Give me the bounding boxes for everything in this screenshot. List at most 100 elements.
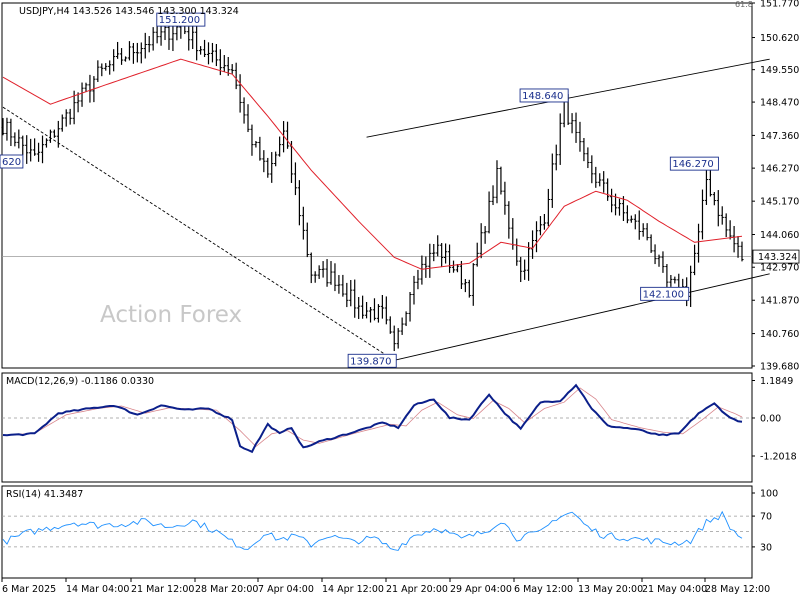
price-bar <box>48 129 53 143</box>
price-axis-label: 142.970 <box>760 263 799 274</box>
price-bar <box>135 42 139 63</box>
moving-average-line <box>2 58 743 270</box>
price-bar <box>380 295 384 319</box>
price-bar <box>127 41 132 61</box>
price-bar <box>64 109 68 127</box>
price-annotation-label: 146.270 <box>672 159 713 170</box>
price-bar <box>732 225 736 253</box>
price-bar <box>388 316 392 334</box>
price-bar <box>645 223 649 241</box>
price-bar <box>285 121 290 149</box>
macd-axis-label: -1.2018 <box>760 452 797 463</box>
macd-panel-frame <box>1 372 753 483</box>
price-bar <box>309 252 313 284</box>
price-bar <box>712 192 716 206</box>
price-axis-label: 148.470 <box>760 98 799 109</box>
price-bar <box>349 280 353 307</box>
time-axis-label: 14 Apr 12:00 <box>322 584 384 595</box>
price-axis-label: 139.680 <box>760 362 799 373</box>
price-bar <box>708 167 712 197</box>
price-bar <box>491 185 495 206</box>
price-axis-label: 150.620 <box>760 33 799 44</box>
price-bar <box>5 117 9 141</box>
price-bar <box>495 160 499 204</box>
price-annotation: 620 <box>0 154 24 169</box>
price-annotation-label: 148.640 <box>522 91 563 102</box>
price-bar <box>341 274 345 297</box>
macd-line <box>2 383 743 454</box>
price-axis-label: 140.760 <box>760 329 799 340</box>
price-annotation-label: 620 <box>2 157 21 168</box>
price-bar <box>116 41 120 59</box>
price-bar <box>36 142 41 162</box>
current-price-tag: 143.324 <box>752 249 800 264</box>
price-bar <box>625 205 629 224</box>
price-bar <box>653 244 657 265</box>
price-bar <box>740 241 744 262</box>
time-axis-label: 21 Mar 12:00 <box>131 584 194 595</box>
price-axis-label: 146.270 <box>760 164 799 175</box>
price-bar <box>436 235 440 257</box>
price-bar <box>151 27 155 51</box>
price-bar <box>104 63 108 71</box>
price-bar <box>123 56 128 62</box>
price-bar <box>60 114 64 132</box>
price-bar <box>704 167 709 205</box>
price-bar <box>337 275 341 294</box>
rsi-axis-label: 70 <box>760 512 772 523</box>
price-bar <box>479 223 483 259</box>
price-bar <box>230 64 234 74</box>
price-bar <box>198 46 203 55</box>
price-bar <box>384 296 388 325</box>
price-bar <box>689 265 693 307</box>
price-bar <box>558 113 562 165</box>
main-panel-frame <box>1 2 753 369</box>
price-axis-label: 147.360 <box>760 131 799 142</box>
price-bar <box>637 210 641 240</box>
price-bar <box>447 244 452 273</box>
price-bar <box>206 42 211 65</box>
price-bar <box>499 166 503 195</box>
price-annotation: 142.100 <box>640 286 690 301</box>
price-bar <box>404 311 408 327</box>
price-bar <box>329 261 333 285</box>
price-bar <box>724 213 728 238</box>
price-bar <box>669 275 673 287</box>
time-axis-label: 21 Apr 20:00 <box>386 584 448 595</box>
price-bar <box>428 243 432 278</box>
macd-title: MACD(12,26,9) -0.1186 0.0330 <box>6 376 154 387</box>
rsi-panel-frame <box>1 485 753 579</box>
price-bar <box>202 39 207 58</box>
price-bar <box>424 256 428 278</box>
price-bar <box>171 23 175 52</box>
price-bar <box>400 317 404 335</box>
time-axis-label: 13 May 20:00 <box>578 584 643 595</box>
price-axis-label: 145.170 <box>760 197 799 208</box>
price-bar <box>621 196 626 221</box>
price-bar <box>542 214 547 230</box>
price-bar <box>534 221 539 253</box>
price-bar <box>483 226 487 244</box>
price-bar <box>76 92 80 113</box>
price-bar <box>673 276 677 284</box>
price-bar <box>432 244 436 262</box>
price-bar <box>242 97 246 124</box>
price-bar <box>408 292 412 322</box>
price-axis-label: 151.770 <box>760 0 799 10</box>
price-bar <box>606 178 610 201</box>
price-bar <box>633 214 637 230</box>
price-bar <box>139 42 143 64</box>
price-axis-label: 141.870 <box>760 296 799 307</box>
price-bar <box>459 260 464 290</box>
price-bar <box>590 155 594 184</box>
trendline <box>394 273 770 361</box>
time-axis-label: 21 May 04:00 <box>642 584 707 595</box>
watermark: Action Forex <box>100 302 242 328</box>
price-bar <box>317 265 321 279</box>
price-bar <box>266 157 270 178</box>
price-bar <box>471 263 475 306</box>
price-bar <box>29 138 33 162</box>
price-bar <box>25 135 29 164</box>
price-bar <box>13 132 17 147</box>
price-bar <box>238 74 242 113</box>
